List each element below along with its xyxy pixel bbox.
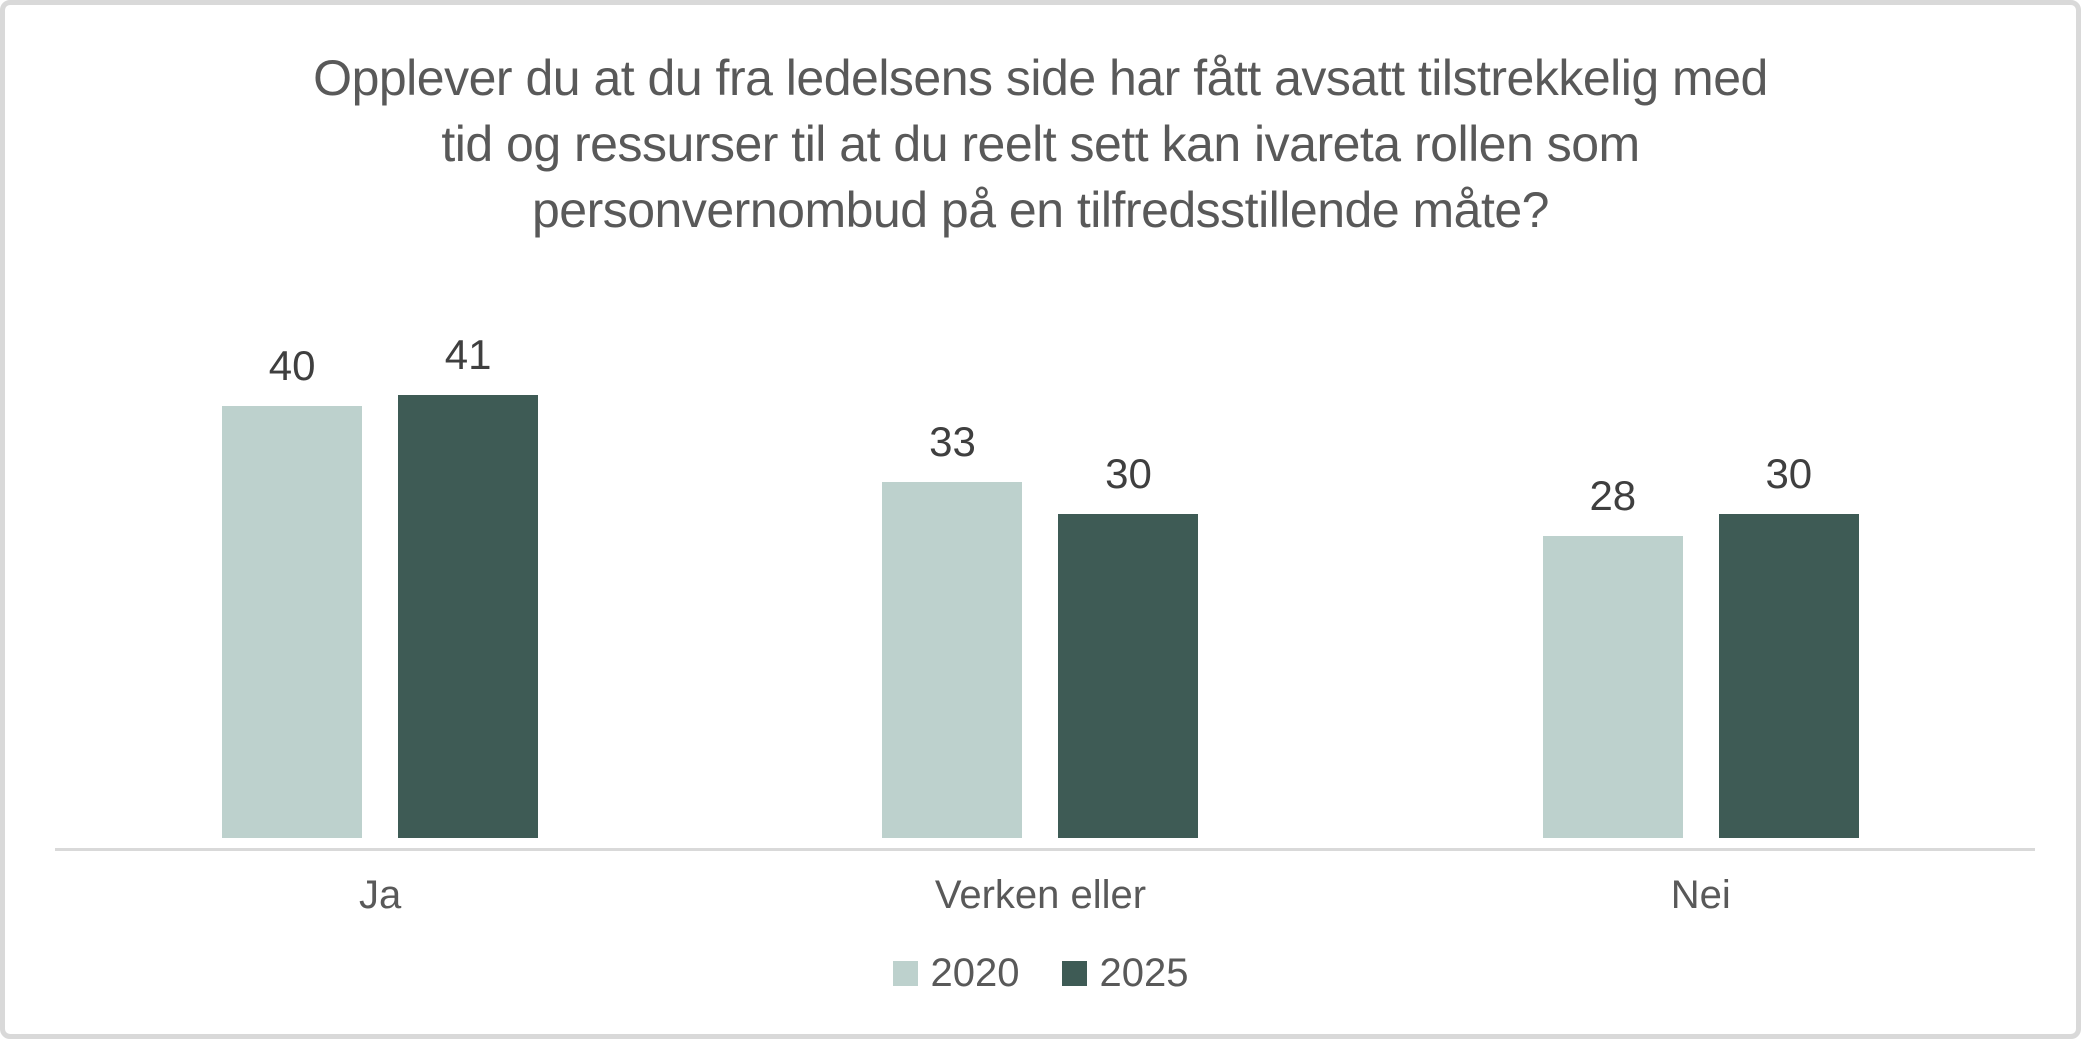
chart-title-line: tid og ressurser til at du reelt sett ka… [441, 116, 1640, 172]
bar-value-label: 30 [1765, 450, 1813, 497]
bar-value-label: 41 [444, 331, 492, 378]
legend: 2020 2025 [5, 951, 2076, 996]
legend-item-2020: 2020 [892, 951, 1020, 996]
bar-value-label: 30 [1105, 450, 1152, 497]
legend-swatch-2025 [1061, 961, 1087, 986]
bar-group-ja: 40 41 [50, 278, 710, 838]
legend-item-2025: 2025 [1061, 951, 1189, 996]
plot-area: 40 41 33 30 28 30 [50, 278, 2031, 838]
legend-label: 2025 [1099, 951, 1189, 995]
bar-2020-nei [1542, 536, 1683, 838]
bar-wrap: 30 [1718, 450, 1859, 838]
legend-swatch-2020 [892, 961, 918, 986]
bar-wrap: 41 [398, 331, 539, 838]
bar-wrap: 28 [1542, 472, 1683, 838]
bar-value-label: 40 [268, 342, 316, 389]
bar-2020-verken-eller [882, 482, 1023, 838]
legend-label: 2020 [930, 951, 1020, 995]
category-label-nei: Nei [1670, 873, 1731, 917]
bar-2025-verken-eller [1058, 514, 1199, 838]
bar-group-verken-eller: 33 30 [710, 278, 1370, 838]
chart-title: Opplever du at du fra ledelsens side har… [5, 45, 2076, 243]
bar-2025-nei [1718, 514, 1859, 838]
bar-wrap: 33 [882, 418, 1023, 838]
bar-value-label: 33 [929, 418, 976, 465]
category-axis-labels: Ja Verken eller Nei [50, 873, 2031, 918]
bar-wrap: 40 [222, 342, 363, 838]
bar-2025-ja [398, 395, 539, 838]
chart-title-line: Opplever du at du fra ledelsens side har… [313, 50, 1768, 106]
category-label-verken-eller: Verken eller [934, 873, 1147, 917]
x-axis-line [55, 848, 2035, 851]
bar-group-nei: 28 30 [1371, 278, 2031, 838]
bar-wrap: 30 [1058, 450, 1199, 838]
bar-2020-ja [222, 406, 363, 838]
category-label-ja: Ja [359, 873, 402, 917]
chart-title-line: personvernombud på en tilfredsstillende … [531, 182, 1550, 238]
bar-value-label: 28 [1589, 472, 1637, 519]
